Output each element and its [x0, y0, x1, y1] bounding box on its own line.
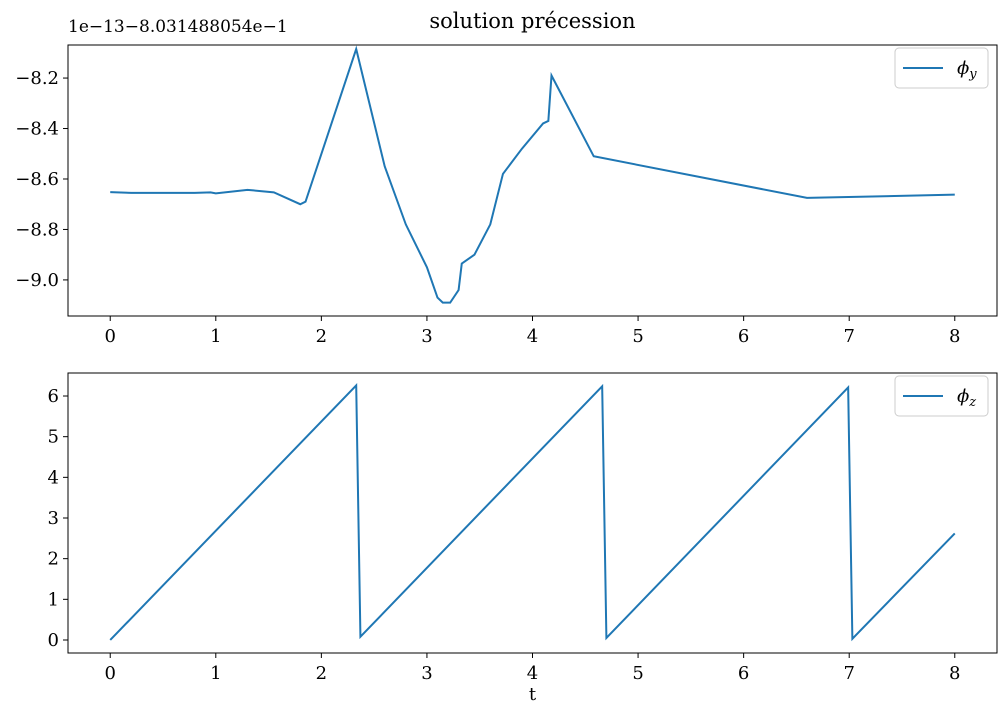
x-tick-label: 8 [949, 663, 960, 684]
legend-label-sub: z [968, 395, 976, 410]
y-tick-label: 2 [48, 549, 59, 570]
x-tick-label: 6 [738, 663, 749, 684]
legend-label: ϕz [957, 386, 976, 410]
x-tick-label: 4 [527, 663, 538, 684]
y-offset-label: 1e−13−8.031488054e−1 [68, 17, 288, 37]
axes-frame [67, 372, 998, 654]
y-tick-label: −8.8 [15, 219, 59, 240]
x-tick-label: 3 [421, 663, 432, 684]
x-tick-label: 3 [421, 326, 432, 347]
y-tick-label: 3 [48, 508, 59, 529]
data-line [110, 45, 955, 304]
y-tick-label: −8.4 [15, 119, 59, 140]
legend-label-main: ϕ [957, 58, 969, 79]
x-tick-label: 1 [210, 663, 221, 684]
x-tick-label: 5 [632, 326, 643, 347]
x-tick-label: 4 [527, 326, 538, 347]
y-tick-label: 1 [48, 589, 59, 610]
y-tick-label: −8.6 [15, 169, 59, 190]
y-tick-label: −9.0 [15, 270, 59, 291]
y-tick-label: 5 [48, 427, 59, 448]
x-tick-label: 7 [843, 326, 854, 347]
x-tick-label: 1 [210, 326, 221, 347]
x-tick-label: 8 [949, 326, 960, 347]
y-tick-label: 4 [48, 467, 59, 488]
y-tick-label: −8.2 [15, 68, 59, 89]
legend-label-sub: y [968, 67, 977, 82]
x-tick-label: 0 [105, 326, 116, 347]
axes-frame [67, 44, 998, 317]
y-tick-label: 0 [48, 630, 59, 651]
data-line [109, 383, 956, 642]
x-tick-label: 0 [105, 663, 116, 684]
x-axis-label: t [529, 684, 537, 705]
chart-title: solution précession [429, 9, 635, 33]
x-tick-label: 2 [316, 663, 327, 684]
x-tick-label: 2 [316, 326, 327, 347]
y-tick-label: 6 [48, 386, 59, 407]
x-tick-label: 7 [843, 663, 854, 684]
x-tick-label: 5 [632, 663, 643, 684]
x-tick-label: 6 [738, 326, 749, 347]
legend-label: ϕy [957, 58, 977, 82]
legend-label-main: ϕ [957, 386, 969, 407]
